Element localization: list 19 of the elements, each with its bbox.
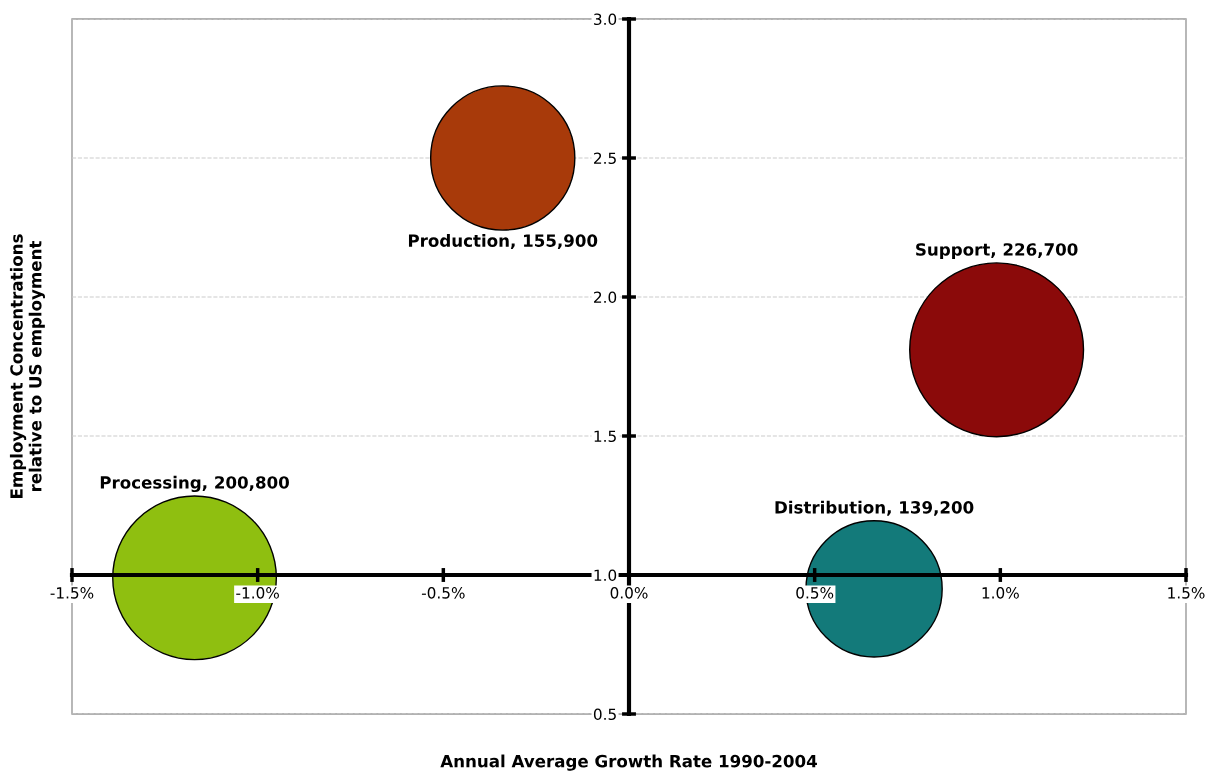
- y-axis-title: Employment Concentrations relative to US employment: [9, 234, 45, 498]
- x-tick-label: -1.0%: [236, 587, 279, 599]
- x-tick-label: 1.0%: [982, 587, 1019, 599]
- x-axis-title: Annual Average Growth Rate 1990-2004: [440, 754, 817, 771]
- y-tick-label: 1.5: [594, 430, 616, 443]
- series-label: Distribution, 139,200: [775, 500, 974, 516]
- y-tick-label: 1.0: [594, 569, 617, 582]
- x-tick-label: -1.5%: [50, 587, 94, 599]
- x-tick-label: 1.5%: [1168, 587, 1205, 599]
- x-tick-label: 0.5%: [796, 587, 834, 599]
- x-tick-label: -0.5%: [421, 587, 465, 599]
- y-tick-label: 2.5: [594, 152, 616, 165]
- series-label: Production, 155,900: [408, 234, 598, 250]
- y-tick-label: 3.0: [594, 13, 617, 26]
- series-label: Support, 226,700: [916, 243, 1078, 259]
- y-tick-label: 0.5: [593, 708, 616, 721]
- series-label: Processing, 200,800: [100, 475, 289, 493]
- x-tick-label: 0.0%: [610, 587, 648, 599]
- y-tick-label: 2.0: [594, 291, 617, 304]
